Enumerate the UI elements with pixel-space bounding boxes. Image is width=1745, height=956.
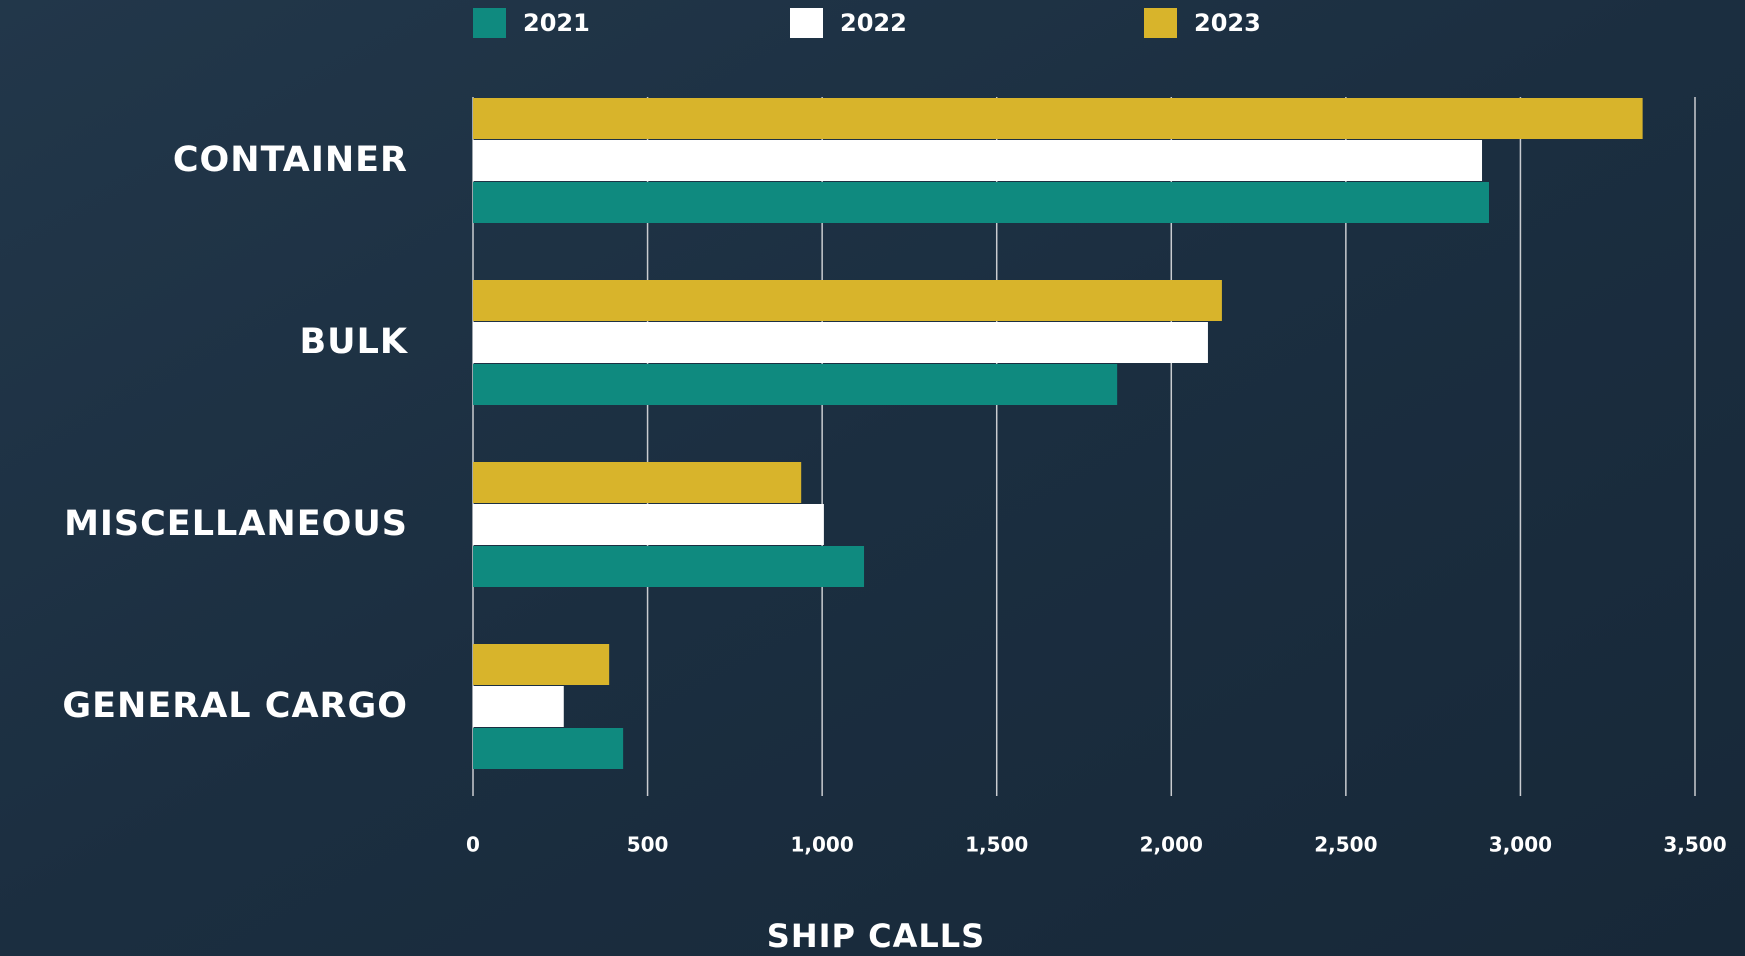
category-label: CONTAINER <box>173 140 408 180</box>
bar <box>473 364 1118 405</box>
bar <box>473 462 802 503</box>
bar <box>473 140 1483 181</box>
x-tick-label: 1,000 <box>791 833 854 857</box>
bar <box>473 504 824 545</box>
legend-swatch <box>1144 8 1177 38</box>
bar <box>473 280 1222 321</box>
bar <box>473 98 1643 139</box>
x-tick-label: 3,500 <box>1663 833 1726 857</box>
category-label: BULK <box>299 322 408 362</box>
x-tick-label: 2,000 <box>1140 833 1203 857</box>
x-tick-label: 1,500 <box>965 833 1028 857</box>
legend-swatch <box>790 8 823 38</box>
legend-label: 2023 <box>1194 9 1261 37</box>
legend-label: 2021 <box>523 9 590 37</box>
x-tick-label: 3,000 <box>1489 833 1552 857</box>
x-tick-label: 500 <box>627 833 669 857</box>
bar <box>473 322 1208 363</box>
category-label: MISCELLANEOUS <box>64 504 408 544</box>
bar <box>473 644 610 685</box>
legend-label: 2022 <box>840 9 907 37</box>
x-tick-label: 2,500 <box>1314 833 1377 857</box>
legend-swatch <box>473 8 506 38</box>
x-tick-label: 0 <box>466 833 480 857</box>
category-label: GENERAL CARGO <box>62 686 408 726</box>
bar <box>473 728 624 769</box>
x-axis-title: SHIP CALLS <box>767 917 985 955</box>
bar <box>473 686 564 727</box>
bar <box>473 546 865 587</box>
bar <box>473 182 1490 223</box>
